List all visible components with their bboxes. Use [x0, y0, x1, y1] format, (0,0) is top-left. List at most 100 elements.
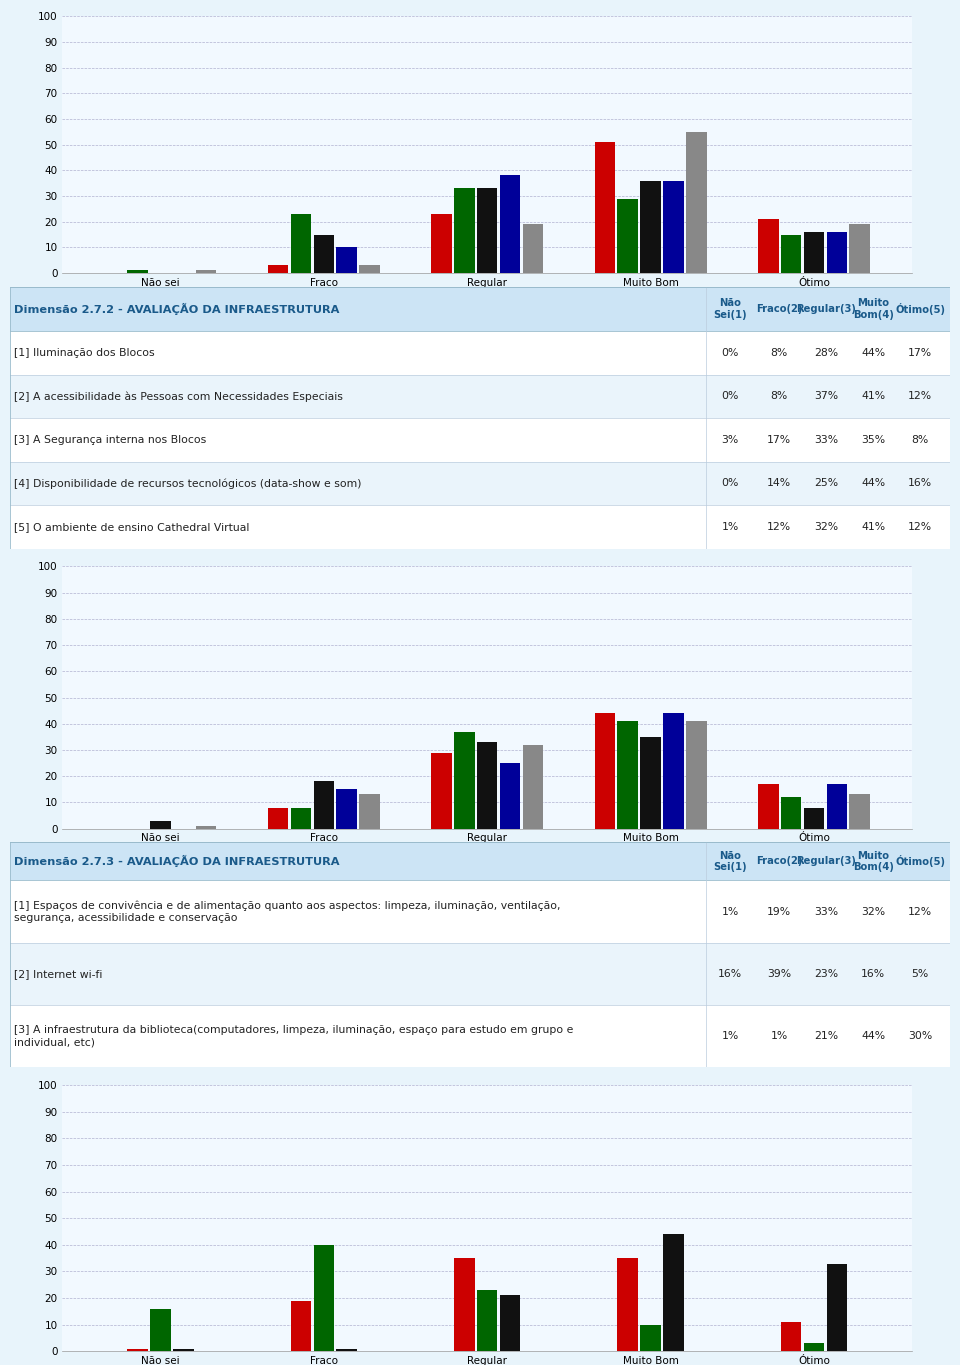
Bar [758, 220, 779, 273]
Bar [500, 1295, 520, 1351]
Bar [128, 1349, 148, 1351]
Bar [10, 418, 950, 461]
Text: 16%: 16% [718, 969, 742, 979]
Bar [663, 1234, 684, 1351]
Text: 44%: 44% [861, 479, 885, 489]
Bar [522, 745, 543, 829]
Text: 16%: 16% [908, 479, 932, 489]
Text: 30%: 30% [908, 1032, 932, 1041]
Bar [780, 797, 802, 829]
Text: 1%: 1% [722, 1032, 739, 1041]
Bar [640, 737, 660, 829]
Text: Não
Sei(1): Não Sei(1) [713, 850, 747, 872]
Text: 39%: 39% [767, 969, 791, 979]
Text: 0%: 0% [722, 348, 739, 358]
Text: 3%: 3% [722, 435, 739, 445]
Text: 0%: 0% [722, 479, 739, 489]
Bar [477, 188, 497, 273]
Text: 28%: 28% [814, 348, 838, 358]
Bar [10, 505, 950, 549]
Text: 12%: 12% [908, 906, 932, 917]
Text: 17%: 17% [908, 348, 932, 358]
Text: 41%: 41% [861, 521, 885, 532]
Text: 21%: 21% [814, 1032, 838, 1041]
Bar [827, 784, 847, 829]
Bar [640, 180, 660, 273]
Bar [850, 224, 870, 273]
Bar [477, 743, 497, 829]
Text: Regular(3): Regular(3) [796, 856, 856, 867]
Text: Fraco(2): Fraco(2) [756, 856, 803, 867]
Text: Não
Sei(1): Não Sei(1) [713, 298, 747, 319]
Bar [314, 1245, 334, 1351]
Text: 25%: 25% [814, 479, 838, 489]
Bar [10, 287, 950, 332]
Legend: Sala de aula, Disponibilidade de laboratório para o desenvolvimento das discipli: Sala de aula, Disponibilidade de laborat… [135, 355, 518, 429]
Bar [431, 214, 452, 273]
Bar [291, 1301, 311, 1351]
Text: 5%: 5% [912, 969, 929, 979]
Text: 44%: 44% [861, 348, 885, 358]
Text: 19%: 19% [767, 906, 791, 917]
Bar [663, 714, 684, 829]
Bar [268, 808, 288, 829]
Bar [780, 1323, 802, 1351]
Bar [10, 375, 950, 418]
Bar [500, 763, 520, 829]
Bar [780, 235, 802, 273]
Text: Ótimo(5): Ótimo(5) [896, 856, 946, 867]
Text: 33%: 33% [814, 906, 838, 917]
Bar [291, 214, 311, 273]
Bar [804, 808, 825, 829]
Bar [336, 247, 357, 273]
Bar [268, 265, 288, 273]
Bar [594, 714, 615, 829]
Text: [2] Internet wi-fi: [2] Internet wi-fi [14, 969, 103, 979]
Text: 1%: 1% [722, 521, 739, 532]
Bar [663, 180, 684, 273]
Bar [196, 270, 216, 273]
Bar [336, 1349, 357, 1351]
Bar [686, 721, 707, 829]
Bar [686, 132, 707, 273]
Text: [1] Espaços de convivência e de alimentação quanto aos aspectos: limpeza, ilumin: [1] Espaços de convivência e de alimenta… [14, 901, 561, 923]
Text: [2] A acessibilidade às Pessoas com Necessidades Especiais: [2] A acessibilidade às Pessoas com Nece… [14, 392, 343, 401]
Bar [10, 332, 950, 375]
Text: Muito
Bom(4): Muito Bom(4) [852, 298, 894, 319]
Text: 32%: 32% [861, 906, 885, 917]
Bar [500, 176, 520, 273]
Bar [454, 732, 474, 829]
Text: 37%: 37% [814, 392, 838, 401]
Text: [1] Iluminação dos Blocos: [1] Iluminação dos Blocos [14, 348, 155, 358]
Text: 16%: 16% [861, 969, 885, 979]
Text: Regular(3): Regular(3) [796, 304, 856, 314]
Bar [10, 880, 950, 943]
Text: 8%: 8% [771, 392, 788, 401]
Text: [4] Disponibilidade de recursos tecnológicos (data-show e som): [4] Disponibilidade de recursos tecnológ… [14, 478, 362, 489]
Bar [10, 461, 950, 505]
Bar [454, 188, 474, 273]
Bar [640, 1324, 660, 1351]
Bar [150, 820, 171, 829]
Text: Ótimo(5): Ótimo(5) [896, 303, 946, 315]
Text: 12%: 12% [908, 392, 932, 401]
Text: 33%: 33% [814, 435, 838, 445]
Text: 32%: 32% [814, 521, 838, 532]
Bar [128, 270, 148, 273]
Bar [10, 1005, 950, 1067]
Text: 12%: 12% [908, 521, 932, 532]
Bar [617, 198, 638, 273]
Bar [617, 1259, 638, 1351]
Legend: Iluminação dos Blocos, A acessibilidade às Pessoas com Necessidades Especiais, A: Iluminação dos Blocos, A acessibilidade … [135, 923, 448, 996]
Text: 23%: 23% [814, 969, 838, 979]
Bar [359, 265, 380, 273]
Text: 41%: 41% [861, 392, 885, 401]
Bar [150, 1309, 171, 1351]
Bar [522, 224, 543, 273]
Bar [314, 235, 334, 273]
Bar [617, 721, 638, 829]
Bar [336, 789, 357, 829]
Text: 12%: 12% [767, 521, 791, 532]
Bar [359, 794, 380, 829]
Bar [804, 232, 825, 273]
